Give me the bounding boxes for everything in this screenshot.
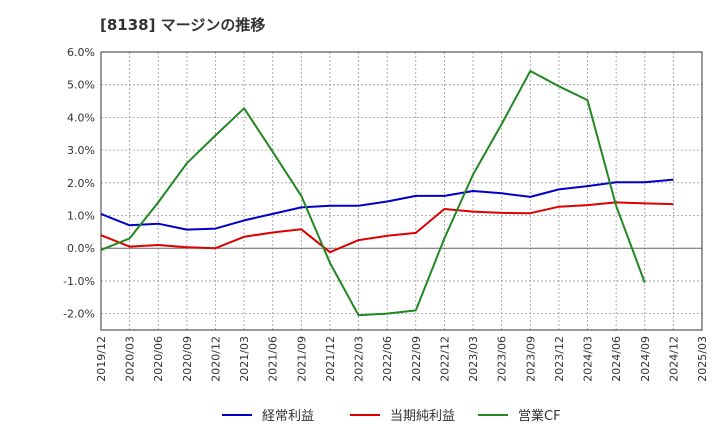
x-tick-label: 2025/03	[696, 336, 709, 382]
x-tick-label: 2023/09	[524, 336, 537, 382]
x-tick-label: 2020/12	[209, 336, 222, 382]
chart-title: [8138] マージンの推移	[100, 16, 266, 34]
x-tick-label: 2024/03	[582, 336, 595, 382]
x-tick-label: 2023/03	[467, 336, 480, 382]
x-tick-label: 2020/09	[181, 336, 194, 382]
x-tick-label: 2024/12	[667, 336, 680, 382]
legend-label: 経常利益	[262, 409, 314, 424]
x-tick-label: 2021/06	[267, 336, 280, 382]
x-tick-label: 2022/09	[410, 336, 423, 382]
x-tick-label: 2021/09	[295, 336, 308, 382]
y-tick-label: 0.0%	[67, 242, 95, 255]
x-tick-label: 2023/12	[553, 336, 566, 382]
y-tick-label: 6.0%	[67, 46, 95, 59]
series-line	[100, 178, 674, 231]
x-tick-label: 2024/06	[610, 336, 623, 382]
x-tick-label: 2022/03	[353, 336, 366, 382]
x-tick-label: 2021/03	[238, 336, 251, 382]
y-tick-label: -1.0%	[63, 275, 95, 288]
series-line	[100, 201, 674, 254]
x-tick-label: 2022/12	[438, 336, 451, 382]
legend-label: 営業CF	[518, 408, 561, 424]
x-tick-label: 2020/03	[124, 336, 137, 382]
y-tick-label: 2.0%	[67, 177, 95, 190]
y-tick-label: 4.0%	[67, 111, 95, 124]
y-tick-label: -2.0%	[63, 308, 95, 321]
y-tick-label: 1.0%	[67, 210, 95, 223]
series-line	[100, 70, 646, 317]
x-tick-label: 2021/12	[324, 336, 337, 382]
y-tick-label: 3.0%	[67, 144, 95, 157]
x-tick-label: 2022/06	[381, 336, 394, 382]
x-tick-label: 2024/09	[639, 336, 652, 382]
plot-border	[100, 51, 703, 331]
x-tick-label: 2020/06	[152, 336, 165, 382]
legend-label: 当期純利益	[390, 409, 455, 424]
x-tick-label: 2019/12	[95, 336, 108, 382]
y-tick-label: 5.0%	[67, 79, 95, 92]
x-tick-label: 2023/06	[496, 336, 509, 382]
